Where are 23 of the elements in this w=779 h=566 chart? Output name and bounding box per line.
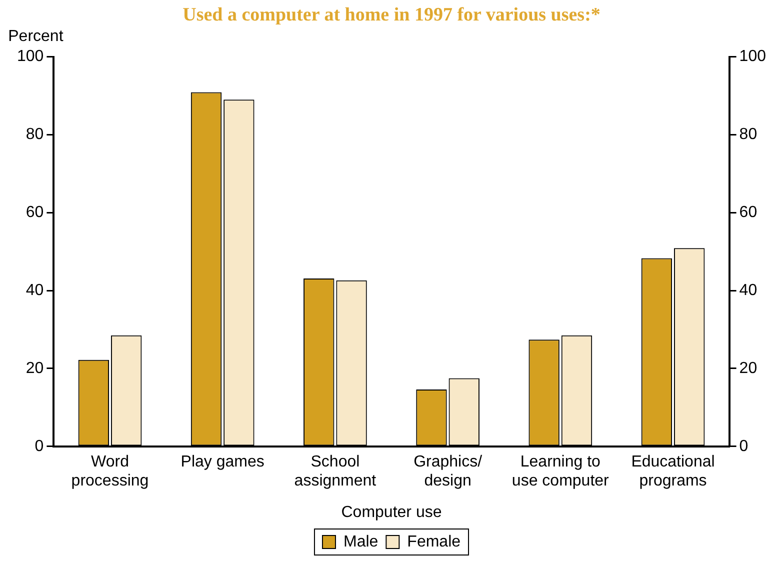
chart-title: Used a computer at home in 1997 for various uses:* — [182, 4, 600, 26]
y2-tick-label: 60 — [739, 204, 758, 222]
x-tick-label: Word processing — [71, 453, 149, 490]
y2-tick-label: 20 — [739, 360, 758, 377]
y-tick-label: 0 — [34, 438, 44, 455]
y-axis-title: Percent — [8, 28, 64, 46]
y-tick-label: 20 — [26, 360, 44, 377]
y-tick-label: 100 — [16, 48, 44, 66]
y2-tick-label: 80 — [739, 126, 758, 144]
x-tick-label: Play games — [180, 453, 264, 470]
y2-tick-label: 100 — [739, 48, 766, 66]
x-tick-label: Learning to use computer — [512, 453, 610, 490]
legend-label: Male — [343, 533, 378, 550]
y-tick-label: 60 — [26, 204, 44, 222]
x-tick-label: Graphics/ design — [414, 453, 483, 490]
x-tick-label: School assignment — [294, 453, 377, 490]
legend-label: Female — [407, 533, 461, 550]
y2-tick-label: 40 — [739, 282, 758, 299]
y-tick-label: 80 — [26, 126, 44, 144]
x-axis-title: Computer use — [341, 504, 442, 521]
y-tick-label: 40 — [26, 282, 44, 299]
y2-tick-label: 0 — [739, 438, 748, 455]
x-tick-label: Educational programs — [631, 453, 715, 490]
